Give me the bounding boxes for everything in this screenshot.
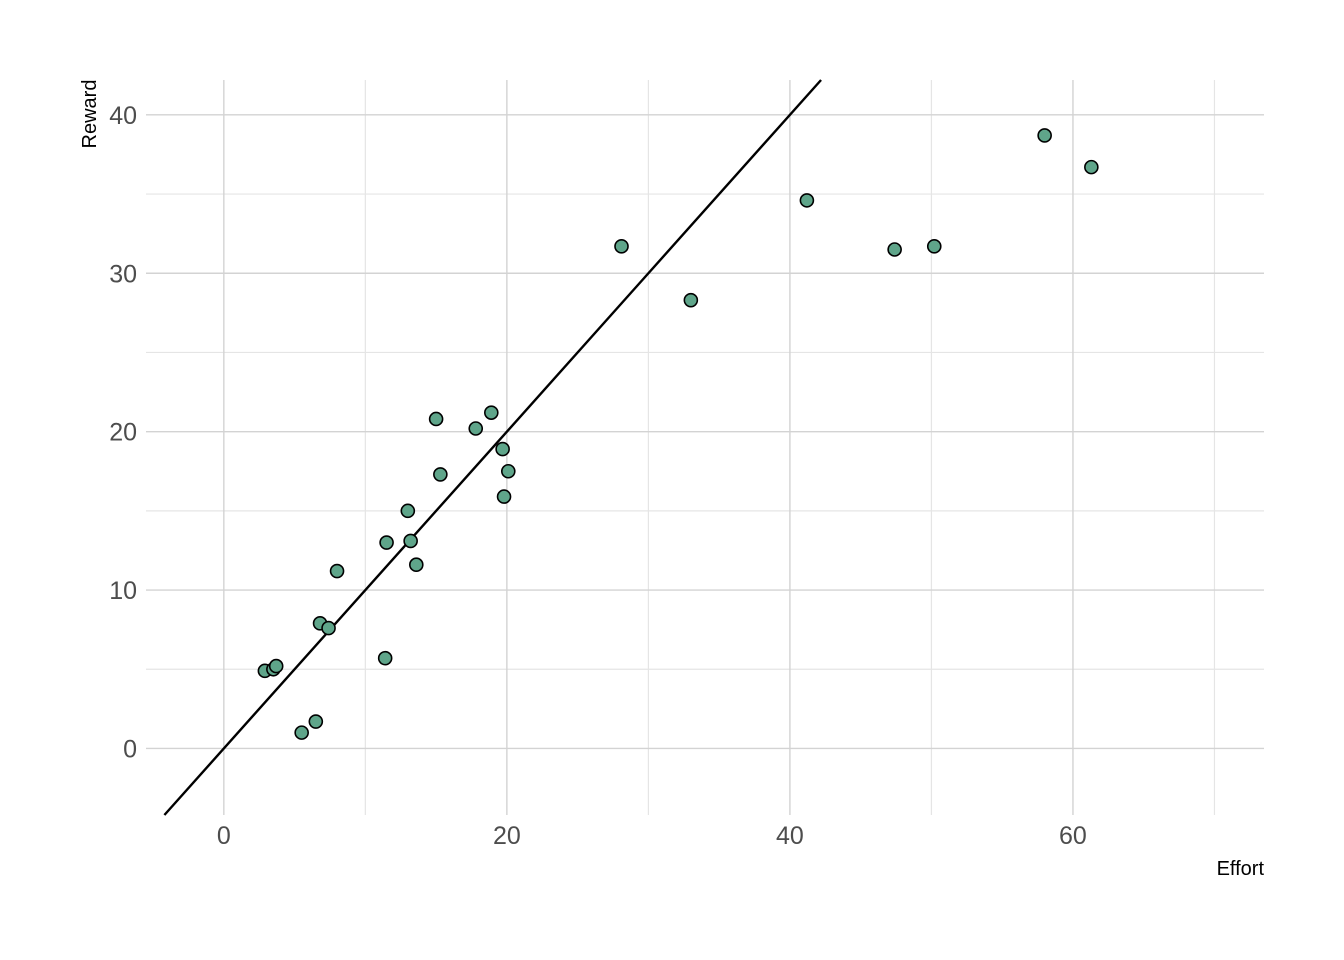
x-tick-label: 20 <box>493 822 521 850</box>
major-gridlines <box>146 80 1264 815</box>
x-tick-label: 60 <box>1059 822 1087 850</box>
data-point <box>377 650 393 666</box>
data-point <box>1084 159 1099 175</box>
y-tick-label: 20 <box>109 419 137 447</box>
y-tick-label: 40 <box>109 102 137 130</box>
x-axis-title: Effort <box>1217 858 1265 880</box>
data-point <box>495 441 510 457</box>
data-point <box>379 535 394 550</box>
data-point <box>321 620 336 636</box>
data-point <box>428 411 444 427</box>
data-point <box>887 242 902 257</box>
data-point <box>683 292 699 308</box>
data-point <box>614 239 629 254</box>
data-points <box>257 128 1099 740</box>
y-tick-label: 0 <box>123 735 137 763</box>
data-point <box>799 193 815 208</box>
y-axis-title: Reward <box>79 80 101 149</box>
data-point <box>329 563 345 579</box>
y-tick-labels: 0 10 20 30 40 <box>109 102 137 764</box>
y-tick-label: 30 <box>109 260 137 288</box>
data-point <box>403 533 418 549</box>
data-point <box>1037 128 1052 143</box>
x-tick-label: 40 <box>776 822 804 850</box>
data-point <box>484 405 499 420</box>
data-point <box>926 239 942 254</box>
data-point <box>400 503 416 519</box>
data-point <box>308 714 324 729</box>
minor-gridlines <box>146 80 1264 815</box>
data-point <box>409 557 424 573</box>
x-tick-label: 0 <box>217 822 231 850</box>
x-tick-labels: 0 20 40 60 <box>217 822 1087 850</box>
reference-line-group <box>163 79 822 816</box>
data-point <box>500 463 516 479</box>
reference-line <box>163 79 822 816</box>
data-point <box>294 725 309 740</box>
data-point <box>268 658 284 674</box>
data-point <box>496 489 512 504</box>
data-point <box>433 467 448 482</box>
data-point <box>468 421 484 436</box>
y-tick-label: 10 <box>109 577 137 605</box>
